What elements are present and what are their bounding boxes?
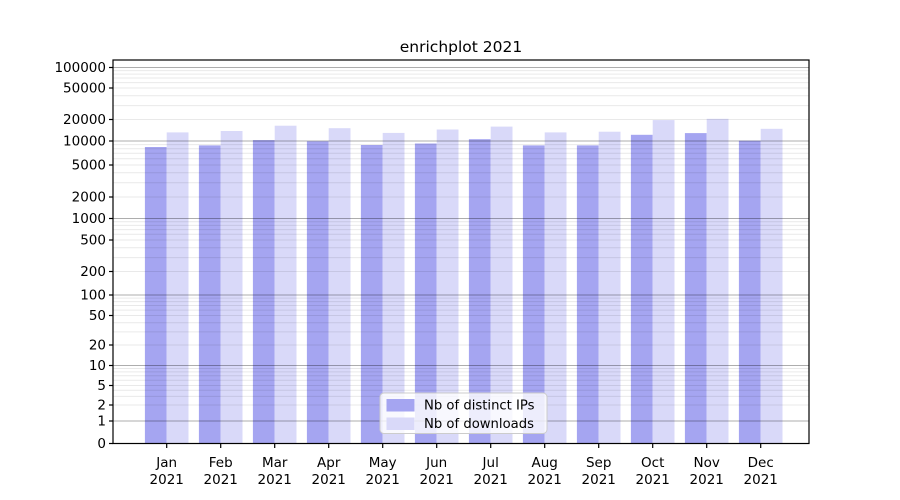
- y-tick-label: 50000: [63, 81, 106, 97]
- legend: Nb of distinct IPs Nb of downloads: [379, 392, 548, 434]
- y-tick-label: 20000: [63, 112, 106, 128]
- legend-swatch-downloads: [386, 417, 415, 430]
- bar-distinct-ips-dec: [738, 140, 761, 444]
- x-tick-label-month-nov: Nov: [694, 455, 720, 471]
- legend-label-downloads: Nb of downloads: [424, 417, 534, 432]
- bar-distinct-ips-nov: [684, 133, 707, 444]
- x-tick-label-month-may: May: [369, 455, 397, 471]
- x-tick-label-year-jul: 2021: [474, 472, 508, 488]
- bar-downloads-sep: [598, 131, 621, 444]
- y-tick-label: 2: [97, 398, 106, 414]
- y-gridlines-group: [113, 67, 809, 422]
- y-tick-label: 1: [97, 414, 106, 430]
- y-tick-label: 500: [80, 233, 106, 249]
- bar-downloads-jan: [166, 132, 189, 444]
- y-tick-label: 200: [80, 264, 106, 280]
- x-tick-label-year-apr: 2021: [312, 472, 346, 488]
- x-tick-label-year-jan: 2021: [150, 472, 184, 488]
- bar-downloads-aug: [544, 132, 567, 444]
- x-tick-label-month-mar: Mar: [262, 455, 288, 471]
- x-tick-label-month-jul: Jul: [482, 455, 499, 471]
- x-tick-label-year-oct: 2021: [636, 472, 670, 488]
- y-tick-label: 20: [89, 338, 106, 354]
- y-tick-label: 5000: [72, 158, 106, 174]
- legend-label-distinct-ips: Nb of distinct IPs: [424, 399, 535, 414]
- x-axis: Jan2021Feb2021Mar2021Apr2021May2021Jun20…: [150, 443, 778, 488]
- y-tick-label: 2000: [72, 190, 106, 206]
- bar-downloads-may: [382, 132, 405, 444]
- bar-distinct-ips-jan: [144, 147, 167, 444]
- bar-downloads-oct: [652, 120, 675, 444]
- x-tick-label-year-feb: 2021: [204, 472, 238, 488]
- bar-downloads-nov: [706, 118, 729, 444]
- x-tick-label-year-jun: 2021: [420, 472, 454, 488]
- bar-downloads-jun: [436, 129, 459, 444]
- y-tick-label: 100000: [54, 60, 106, 76]
- y-tick-label: 10: [89, 358, 106, 374]
- x-tick-label-month-apr: Apr: [317, 455, 341, 471]
- bar-distinct-ips-feb: [198, 145, 221, 444]
- x-tick-label-year-sep: 2021: [582, 472, 616, 488]
- x-tick-label-month-aug: Aug: [532, 455, 558, 471]
- legend-swatch-distinct-ips: [386, 399, 415, 412]
- y-axis: 0 12 5 10 20 50 100 200 500 1000 2000 5000 10000 2000…: [54, 60, 113, 452]
- bar-downloads-dec: [760, 128, 783, 444]
- bar-distinct-ips-jun: [414, 143, 437, 444]
- y-tick-label: 10000: [63, 134, 106, 150]
- x-tick-label-year-may: 2021: [366, 472, 400, 488]
- x-tick-label-month-sep: Sep: [586, 455, 611, 471]
- y-tick-label: 5: [97, 378, 106, 394]
- x-tick-label-year-dec: 2021: [744, 472, 778, 488]
- y-tick-label: 1000: [72, 211, 106, 227]
- y-tick-label: 50: [89, 308, 106, 324]
- bar-distinct-ips-oct: [630, 134, 653, 444]
- bar-downloads-mar: [274, 125, 297, 444]
- y-tick-label: 100: [80, 288, 106, 304]
- legend-box: [379, 392, 548, 434]
- bar-downloads-apr: [328, 128, 351, 444]
- x-tick-label-month-oct: Oct: [641, 455, 664, 471]
- x-tick-label-month-dec: Dec: [748, 455, 774, 471]
- x-tick-label-year-nov: 2021: [690, 472, 724, 488]
- x-tick-label-month-jun: Jun: [425, 455, 447, 471]
- bar-distinct-ips-jul: [468, 139, 491, 444]
- bar-downloads-feb: [220, 131, 243, 444]
- x-tick-label-year-aug: 2021: [528, 472, 562, 488]
- bar-distinct-ips-apr: [306, 141, 329, 444]
- bar-distinct-ips-sep: [576, 145, 599, 444]
- plot-border: [112, 59, 810, 445]
- bar-distinct-ips-may: [360, 145, 383, 444]
- x-tick-label-month-feb: Feb: [209, 455, 233, 471]
- bar-distinct-ips-mar: [252, 140, 275, 444]
- x-tick-label-month-jan: Jan: [155, 455, 177, 471]
- x-tick-label-year-mar: 2021: [258, 472, 292, 488]
- bars-group: [144, 118, 783, 444]
- y-tick-label: 0: [97, 436, 106, 452]
- bar-distinct-ips-aug: [522, 145, 545, 444]
- bar-downloads-jul: [490, 126, 513, 444]
- chart-title: enrichplot 2021: [400, 38, 522, 56]
